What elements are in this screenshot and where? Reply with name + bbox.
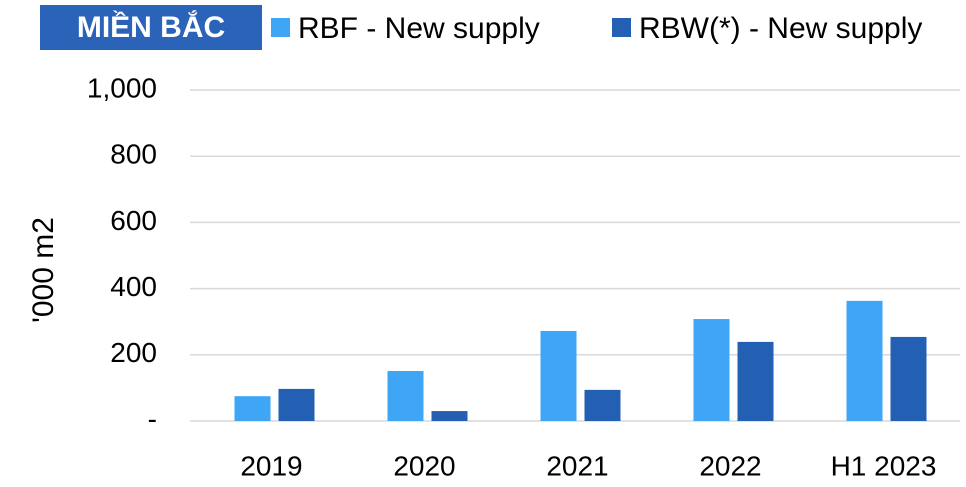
bar	[278, 388, 315, 421]
legend-label: RBF - New supply	[298, 12, 540, 45]
x-tick-label: H1 2023	[831, 450, 937, 481]
x-tick-label: 2022	[699, 450, 761, 481]
title-box	[40, 5, 262, 50]
bar	[846, 300, 883, 421]
bar	[737, 341, 774, 421]
bar	[234, 396, 271, 421]
bar	[693, 319, 730, 421]
legend-swatch	[612, 18, 631, 37]
bar	[540, 330, 577, 421]
chart-title: MIỀN BẮC	[77, 10, 225, 44]
y-tick-label: 1,000	[87, 72, 157, 103]
y-tick-label: -	[148, 403, 157, 434]
x-tick-label: 2021	[546, 450, 608, 481]
y-axis-label: '000 m2	[27, 217, 60, 323]
legend-label: RBW(*) - New supply	[639, 12, 922, 45]
x-tick-label: 2019	[240, 450, 302, 481]
y-tick-label: 400	[110, 271, 157, 302]
x-tick-label: 2020	[393, 450, 455, 481]
bar	[584, 389, 621, 421]
y-tick-label: 800	[110, 139, 157, 170]
y-tick-label: 600	[110, 205, 157, 236]
legend-swatch	[271, 18, 290, 37]
bar	[431, 411, 468, 421]
bar	[387, 371, 424, 421]
bar	[890, 336, 927, 421]
y-tick-label: 200	[110, 337, 157, 368]
